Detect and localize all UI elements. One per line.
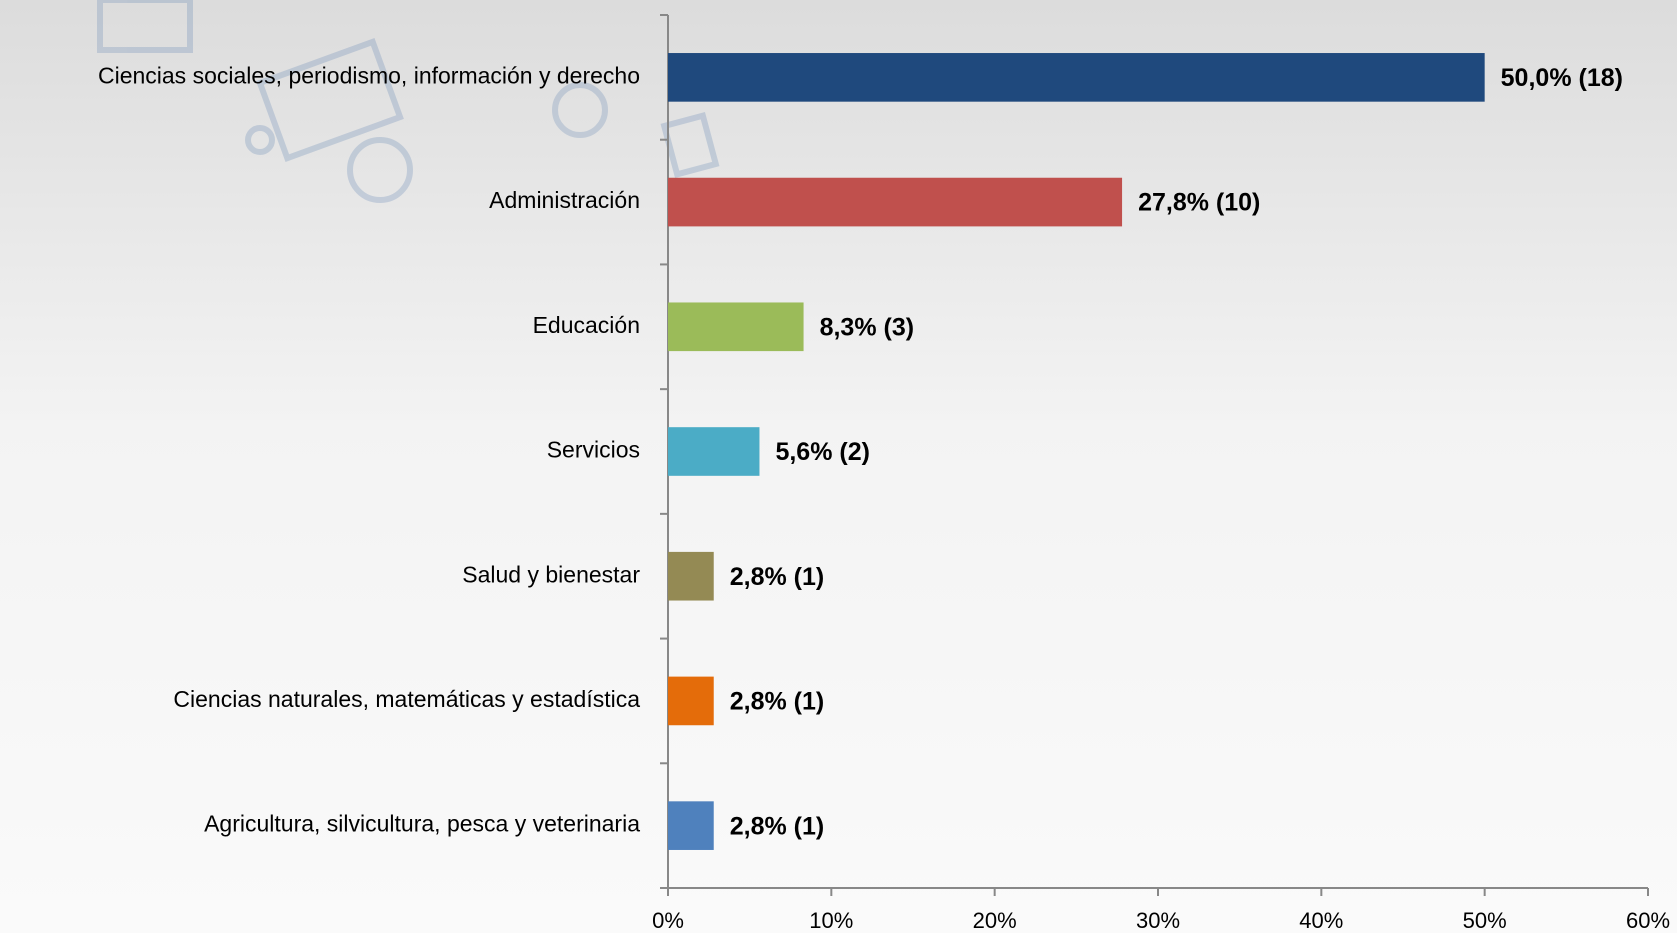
category-label: Administración bbox=[489, 187, 640, 213]
category-label: Servicios bbox=[547, 437, 640, 463]
x-tick-label: 20% bbox=[973, 908, 1017, 933]
x-tick-label: 40% bbox=[1299, 908, 1343, 933]
bar bbox=[668, 801, 714, 850]
bar bbox=[668, 177, 1123, 227]
bar bbox=[668, 53, 1485, 102]
value-label: 2,8% (1) bbox=[730, 812, 824, 840]
bar bbox=[668, 551, 714, 601]
value-label: 5,6% (2) bbox=[775, 438, 869, 466]
value-label: 8,3% (3) bbox=[820, 313, 914, 341]
x-tick-label: 30% bbox=[1136, 908, 1180, 933]
bar bbox=[668, 302, 804, 352]
category-label: Educación bbox=[533, 312, 640, 338]
x-tick-label: 60% bbox=[1626, 908, 1670, 933]
decorative-icons bbox=[97, 0, 720, 203]
category-label: Salud y bienestar bbox=[462, 561, 640, 587]
x-tick-label: 10% bbox=[809, 908, 853, 933]
x-tick-label: 0% bbox=[652, 908, 684, 933]
category-label: Ciencias sociales, periodismo, informaci… bbox=[98, 62, 640, 88]
category-label: Agricultura, silvicultura, pesca y veter… bbox=[204, 811, 640, 837]
x-tick-label: 50% bbox=[1463, 908, 1507, 933]
value-label: 27,8% (10) bbox=[1138, 189, 1260, 217]
category-label: Ciencias naturales, matemáticas y estadí… bbox=[173, 686, 640, 712]
value-label: 2,8% (1) bbox=[730, 688, 824, 716]
value-label: 2,8% (1) bbox=[730, 563, 824, 591]
bar bbox=[668, 676, 714, 726]
bar bbox=[668, 427, 760, 476]
value-label: 50,0% (18) bbox=[1501, 64, 1623, 92]
